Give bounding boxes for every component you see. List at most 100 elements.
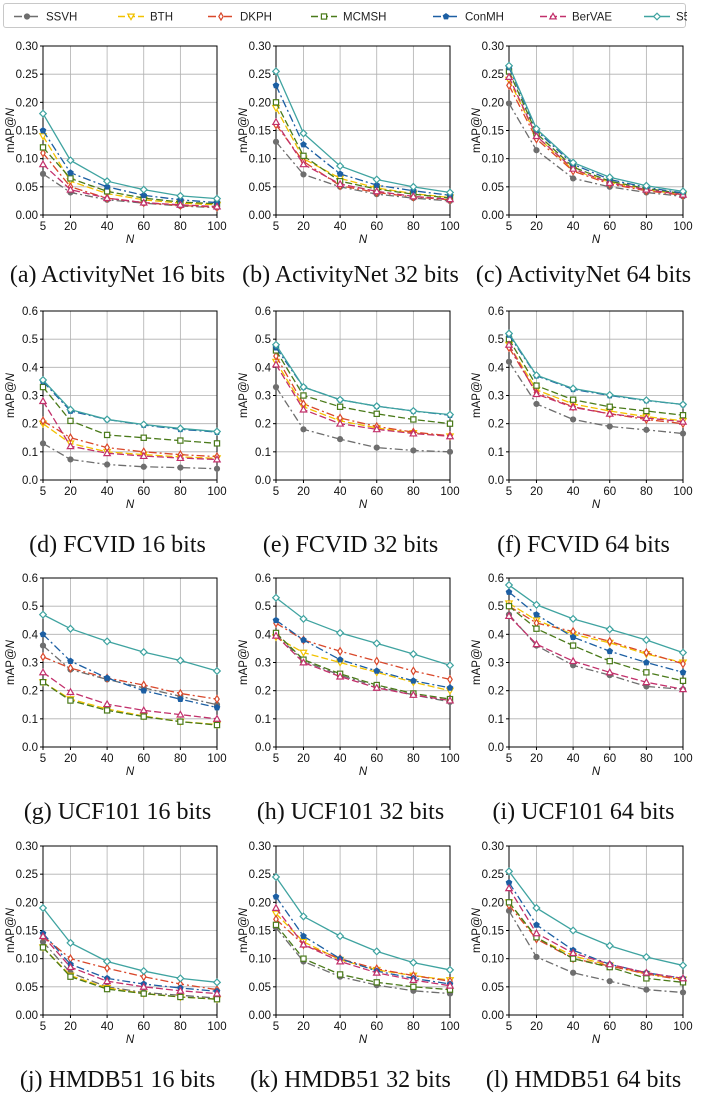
- data-point: [533, 921, 540, 928]
- data-point: [533, 611, 540, 618]
- data-point: [678, 417, 688, 425]
- y-tick-label: 0.4: [255, 362, 272, 374]
- series-s5vh-ours: [271, 67, 455, 197]
- series-mcmsh: [39, 679, 221, 729]
- x-tick-label: 40: [567, 486, 580, 498]
- x-tick-label: 100: [440, 1021, 459, 1033]
- series-mcmsh: [272, 99, 454, 202]
- data-point: [300, 141, 307, 148]
- x-tick-label: 20: [530, 753, 543, 765]
- series-bth: [38, 679, 222, 729]
- series-line: [42, 130, 218, 204]
- y-axis-label-n: N: [238, 639, 250, 648]
- y-tick-label: 0.25: [16, 69, 38, 81]
- x-axis-label: N: [126, 766, 135, 778]
- y-tick-label: 0.1: [22, 447, 38, 459]
- data-point: [176, 424, 185, 433]
- x-tick-label: 80: [407, 486, 420, 498]
- x-tick-label: 60: [370, 753, 383, 765]
- data-point: [139, 705, 148, 714]
- data-point: [66, 962, 75, 971]
- data-point: [570, 416, 577, 423]
- y-tick-label: 0.10: [249, 954, 271, 966]
- data-point: [445, 965, 455, 975]
- data-point: [102, 448, 112, 457]
- data-point: [67, 169, 74, 176]
- legend-label: DKPH: [240, 12, 272, 24]
- data-point: [40, 148, 46, 158]
- data-point: [139, 647, 148, 657]
- data-point: [39, 440, 47, 447]
- data-point: [445, 194, 455, 203]
- y-axis-label-text: mAP@: [238, 381, 250, 418]
- y-tick-label: 0.10: [482, 954, 504, 966]
- y-tick-label: 0.3: [488, 658, 504, 670]
- data-point: [299, 912, 308, 921]
- series-line: [275, 635, 451, 702]
- y-tick-label: 0.05: [16, 182, 38, 194]
- y-axis-label-text: mAP@: [471, 116, 483, 153]
- data-point: [299, 940, 308, 948]
- series-conmh: [39, 630, 221, 711]
- chart-panel-activitynet-16-bits: 0.00 0.05 0.10 0.15 0.20 0.25 0.30 5 20 40 60 80 100…: [0, 36, 235, 304]
- data-point: [505, 602, 513, 610]
- y-tick-label: 0.00: [16, 210, 38, 222]
- x-tick-label: 5: [506, 1021, 512, 1033]
- data-point: [606, 978, 613, 985]
- data-point: [213, 704, 221, 711]
- data-point: [272, 99, 280, 106]
- chart-caption: (c) ActivityNet 64 bits: [475, 262, 692, 288]
- data-point: [103, 707, 111, 714]
- y-axis-label-n: N: [238, 907, 250, 916]
- data-point: [532, 639, 541, 648]
- x-tick-label: 60: [603, 486, 616, 498]
- legend-items: SSVH BTH DKPH MCMSH ConMH BerVAE S5VH (Ours): [14, 12, 687, 24]
- data-point: [102, 637, 112, 646]
- data-point: [568, 948, 578, 957]
- y-axis-label-n: N: [5, 372, 17, 381]
- series-line: [42, 671, 218, 720]
- data-point: [445, 410, 455, 419]
- x-tick-label: 40: [567, 753, 580, 765]
- series-line: [275, 386, 451, 453]
- y-axis-label-n: N: [471, 907, 483, 916]
- data-point: [504, 611, 514, 620]
- series-ssvh: [505, 611, 687, 693]
- data-point: [140, 713, 147, 720]
- x-axis-label: N: [592, 499, 601, 511]
- data-point: [504, 61, 514, 70]
- series-line: [275, 102, 451, 199]
- series-s5vh-ours: [504, 867, 688, 970]
- y-tick-label: 0.0: [488, 475, 504, 487]
- data-point: [568, 926, 578, 935]
- x-tick-label: 100: [207, 486, 226, 498]
- data-point: [372, 424, 381, 433]
- x-tick-label: 5: [273, 486, 279, 498]
- data-point: [177, 718, 184, 725]
- series-s5vh-ours: [38, 903, 222, 987]
- data-point: [336, 170, 344, 177]
- data-point: [272, 81, 280, 89]
- chart-caption: (f) FCVID 64 bits: [497, 532, 670, 558]
- y-tick-label: 0.25: [482, 869, 504, 881]
- chart-caption: (g) UCF101 16 bits: [23, 799, 212, 825]
- data-point: [139, 185, 148, 194]
- data-point: [212, 427, 222, 436]
- series-s5vh-ours: [38, 109, 222, 203]
- series-mcmsh: [505, 899, 687, 986]
- data-point: [67, 432, 74, 443]
- y-tick-label: 0.15: [249, 926, 271, 938]
- chart-svg: 0.00 0.05 0.10 0.15 0.20 0.25 0.30 5 20 40 60 80 100…: [471, 41, 693, 246]
- data-point: [300, 932, 307, 939]
- series-line: [275, 124, 451, 201]
- data-point: [372, 175, 381, 184]
- series-line: [508, 614, 684, 690]
- data-point: [680, 659, 686, 669]
- data-point: [213, 721, 221, 729]
- x-tick-label: 20: [64, 753, 77, 765]
- data-point: [410, 666, 417, 676]
- data-point: [568, 614, 578, 623]
- y-tick-label: 0.15: [482, 926, 504, 938]
- x-tick-label: 20: [297, 753, 310, 765]
